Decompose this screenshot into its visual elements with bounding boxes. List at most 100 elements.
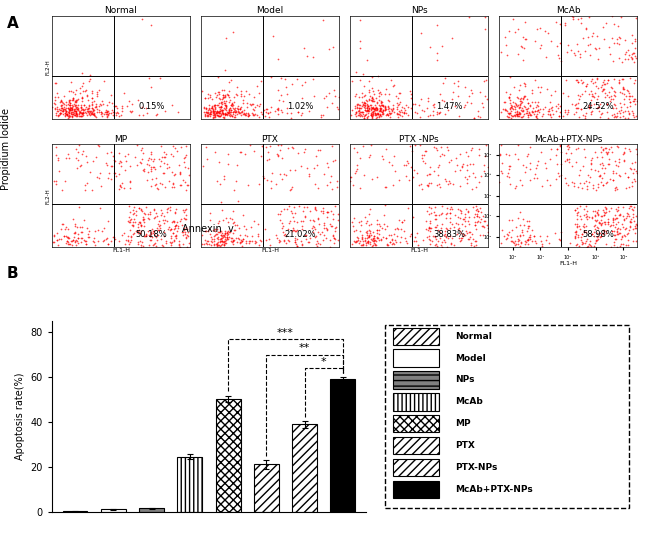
Point bbox=[361, 227, 371, 236]
Point bbox=[402, 103, 413, 111]
Point bbox=[432, 220, 442, 229]
Point bbox=[72, 237, 82, 245]
Point bbox=[390, 167, 400, 176]
Point bbox=[322, 225, 332, 234]
Point bbox=[125, 216, 135, 224]
Point bbox=[164, 223, 174, 232]
Point bbox=[214, 103, 225, 111]
Point bbox=[578, 111, 588, 119]
Point bbox=[376, 98, 387, 106]
Point bbox=[586, 165, 596, 174]
Point bbox=[220, 34, 231, 42]
Point bbox=[588, 78, 598, 87]
Point bbox=[136, 243, 146, 251]
Point bbox=[285, 114, 296, 122]
Point bbox=[376, 97, 386, 106]
Point bbox=[582, 184, 592, 193]
Point bbox=[431, 215, 441, 224]
Point bbox=[332, 216, 343, 224]
Point bbox=[167, 238, 177, 247]
Point bbox=[523, 223, 533, 232]
Point bbox=[588, 184, 599, 192]
Point bbox=[70, 154, 81, 162]
Point bbox=[617, 58, 627, 67]
Point bbox=[423, 210, 434, 219]
Point bbox=[183, 228, 194, 236]
Point bbox=[377, 101, 387, 109]
Point bbox=[215, 227, 226, 236]
Point bbox=[618, 156, 629, 165]
Point bbox=[362, 112, 372, 121]
Point bbox=[136, 227, 146, 236]
Point bbox=[422, 207, 432, 215]
Point bbox=[370, 109, 380, 117]
Point bbox=[235, 105, 245, 114]
Point bbox=[310, 205, 320, 213]
Point bbox=[56, 96, 66, 105]
Point bbox=[205, 208, 216, 217]
Point bbox=[77, 109, 87, 118]
Point bbox=[467, 185, 477, 193]
Point bbox=[60, 107, 71, 116]
Point bbox=[501, 235, 512, 243]
Point bbox=[462, 229, 472, 238]
Point bbox=[462, 179, 472, 187]
Point bbox=[550, 229, 560, 237]
Point bbox=[102, 148, 112, 157]
Point bbox=[602, 100, 612, 108]
Point bbox=[94, 142, 104, 150]
Point bbox=[523, 112, 533, 121]
Y-axis label: FL2-H: FL2-H bbox=[46, 60, 51, 75]
Point bbox=[456, 209, 467, 217]
Point bbox=[396, 103, 407, 111]
Point bbox=[423, 97, 434, 106]
Point bbox=[320, 234, 331, 243]
Point bbox=[359, 213, 370, 222]
Point bbox=[371, 237, 382, 245]
Point bbox=[505, 111, 515, 119]
Point bbox=[281, 90, 292, 99]
Point bbox=[439, 109, 450, 118]
Point bbox=[589, 241, 599, 250]
Point bbox=[510, 240, 520, 249]
Point bbox=[255, 77, 266, 85]
Point bbox=[76, 103, 86, 111]
Point bbox=[425, 110, 436, 119]
Point bbox=[226, 99, 237, 107]
Point bbox=[599, 209, 610, 217]
Point bbox=[603, 76, 614, 84]
Point bbox=[138, 215, 149, 223]
Text: ***: *** bbox=[277, 328, 294, 338]
Point bbox=[168, 180, 178, 188]
Point bbox=[276, 224, 287, 232]
Point bbox=[244, 111, 255, 119]
Point bbox=[170, 144, 181, 152]
Point bbox=[263, 148, 273, 156]
Bar bbox=[139, 508, 164, 512]
Point bbox=[597, 181, 608, 190]
Point bbox=[468, 169, 478, 177]
Point bbox=[350, 238, 361, 246]
Point bbox=[91, 103, 101, 112]
Point bbox=[134, 204, 144, 212]
Point bbox=[365, 151, 375, 159]
Point bbox=[297, 93, 307, 102]
Point bbox=[313, 239, 323, 248]
Point bbox=[363, 106, 374, 115]
Point bbox=[504, 72, 515, 81]
Point bbox=[515, 109, 525, 118]
Point bbox=[514, 109, 524, 117]
Point bbox=[372, 173, 382, 181]
Point bbox=[412, 109, 423, 118]
Point bbox=[629, 113, 639, 122]
Point bbox=[209, 100, 220, 109]
Point bbox=[586, 107, 597, 115]
Point bbox=[528, 103, 538, 112]
Point bbox=[600, 217, 610, 226]
Point bbox=[68, 96, 78, 105]
Point bbox=[321, 92, 332, 100]
Point bbox=[388, 101, 398, 109]
Point bbox=[214, 103, 224, 111]
Point bbox=[61, 107, 72, 116]
Point bbox=[538, 109, 549, 118]
